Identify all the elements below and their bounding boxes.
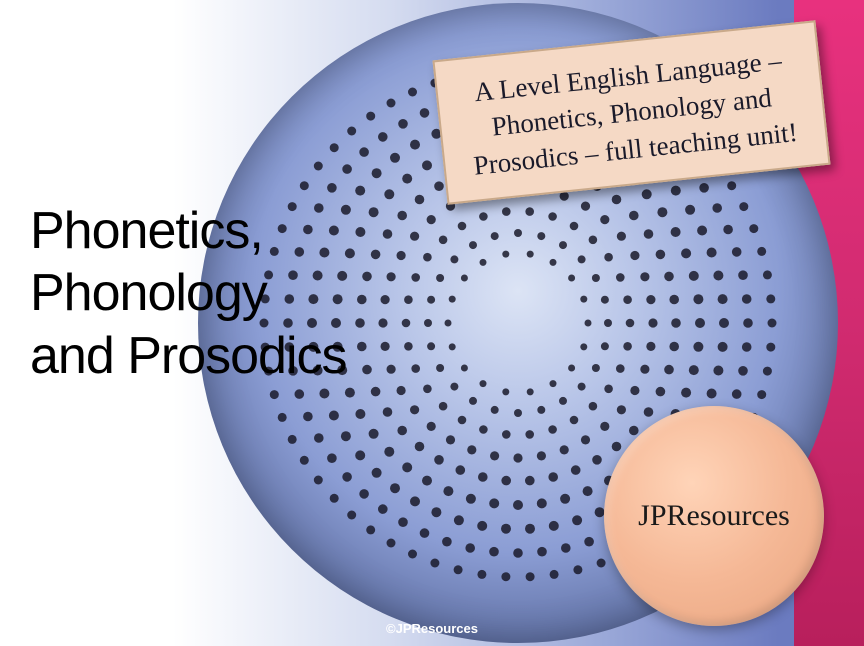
- badge-label: JPResources: [638, 499, 790, 533]
- slide-container: Phonetics, Phonology and Prosodics A Lev…: [0, 0, 864, 646]
- brand-badge: JPResources: [604, 406, 824, 626]
- watermark-text: ©JPResources: [386, 621, 478, 636]
- title-line-2: Phonology: [30, 264, 267, 322]
- page-title: Phonetics, Phonology and Prosodics: [30, 200, 347, 387]
- watermark: ©JPResources: [386, 621, 478, 636]
- title-line-1: Phonetics,: [30, 202, 263, 260]
- title-line-3: and Prosodics: [30, 327, 347, 385]
